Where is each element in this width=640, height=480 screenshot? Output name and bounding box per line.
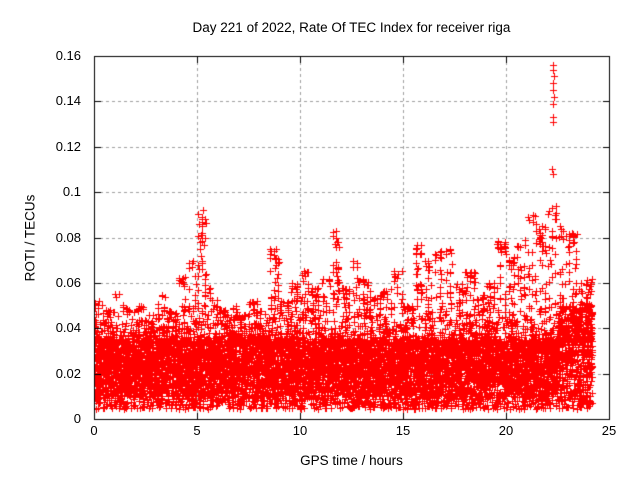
y-tick-label: 0.1 <box>62 184 81 200</box>
x-tick-label: 15 <box>395 423 411 438</box>
y-tick-label: 0.06 <box>55 274 81 290</box>
x-tick-label: 10 <box>292 423 308 438</box>
y-tick-label: 0.12 <box>55 138 81 154</box>
x-tick-label: 20 <box>498 423 514 438</box>
y-tick-label: 0.14 <box>55 93 81 109</box>
x-tick-label: 0 <box>90 423 98 438</box>
y-tick-label: 0 <box>73 411 81 426</box>
x-tick-label: 25 <box>601 423 617 438</box>
y-tick-label: 0.04 <box>55 320 81 336</box>
y-tick-label: 0.02 <box>55 365 81 381</box>
y-tick-label: 0.16 <box>55 48 81 63</box>
y-tick-label: 0.08 <box>55 229 81 245</box>
x-tick-label: 5 <box>193 423 201 438</box>
chart-title: Day 221 of 2022, Rate Of TEC Index for r… <box>192 20 511 35</box>
x-axis-label: GPS time / hours <box>300 453 403 468</box>
